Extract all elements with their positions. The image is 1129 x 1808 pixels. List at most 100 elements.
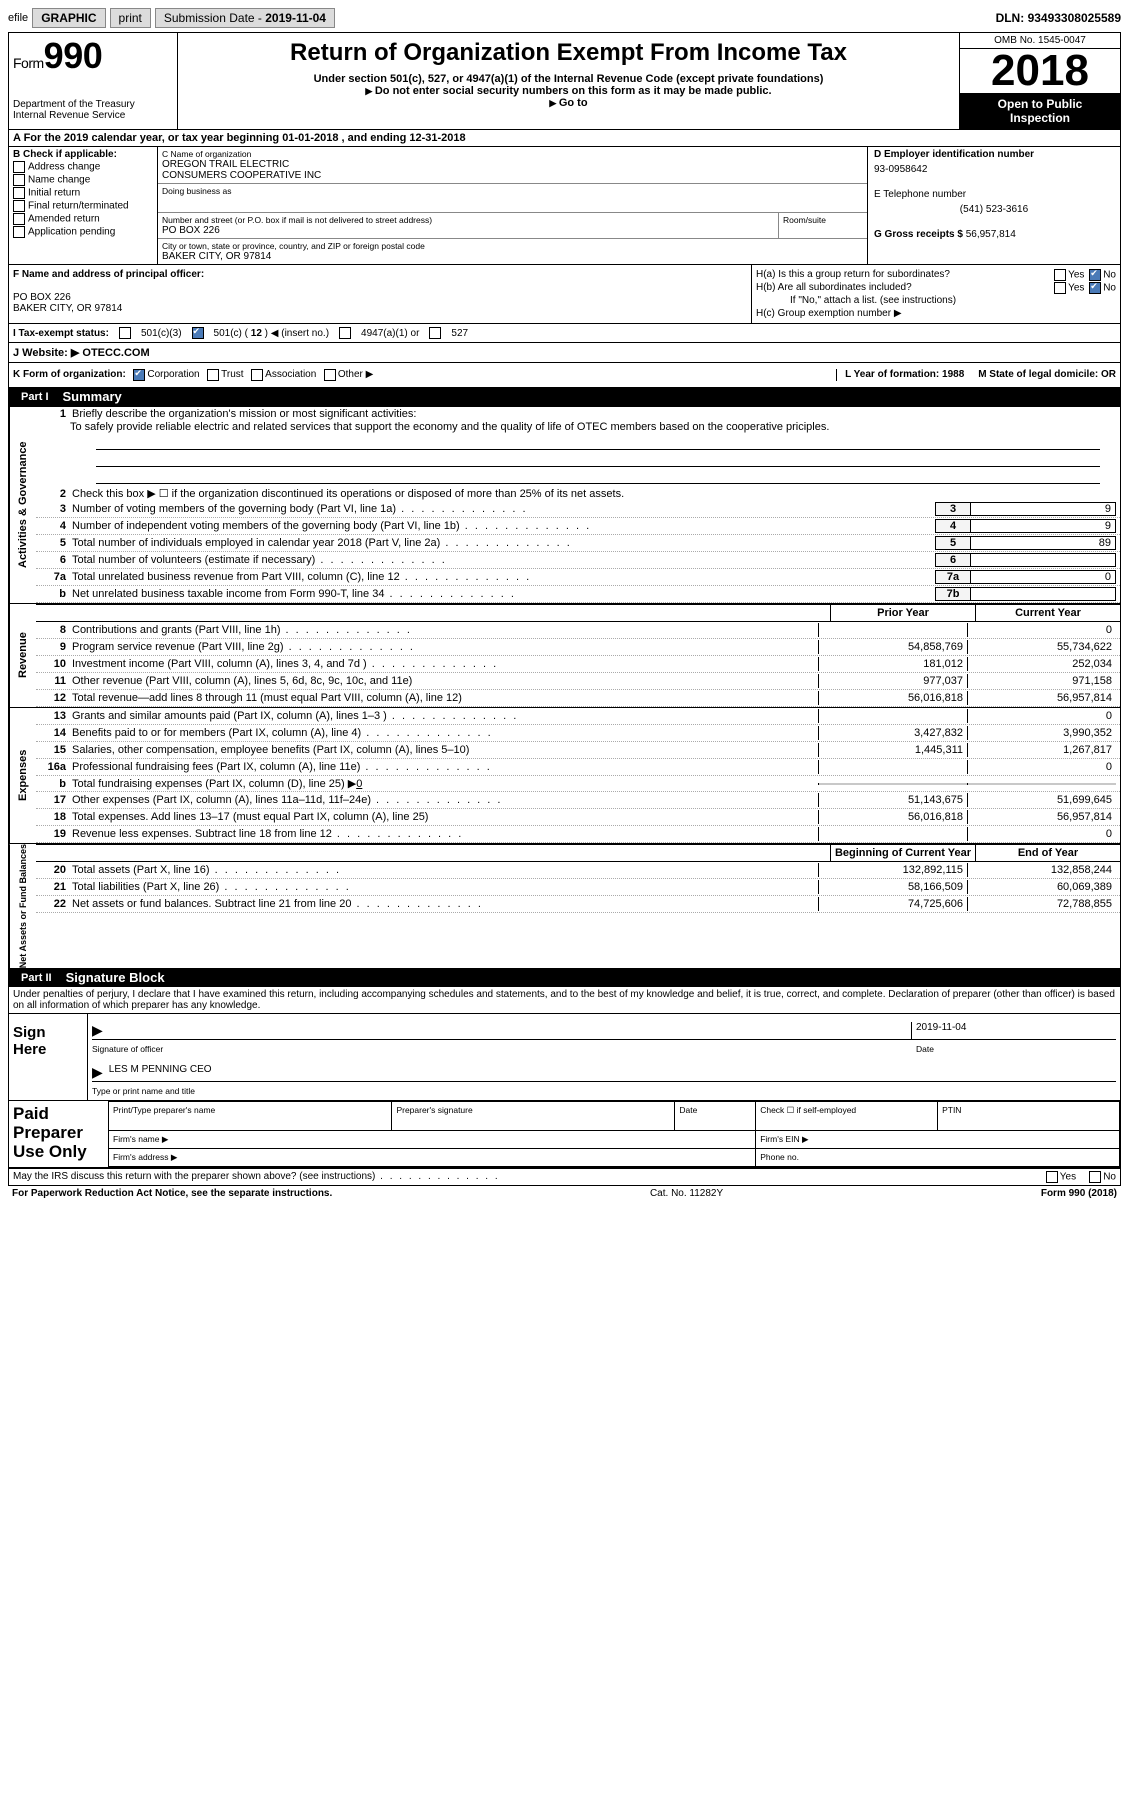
sig-date-val: 2019-11-04: [911, 1022, 1116, 1039]
paid-preparer: Paid Preparer Use Only Print/Type prepar…: [9, 1101, 1120, 1168]
chk-501c[interactable]: [192, 327, 204, 339]
discuss-no-label: No: [1103, 1172, 1116, 1183]
open-line2: Inspection: [964, 111, 1116, 125]
discuss-no[interactable]: [1089, 1171, 1101, 1183]
chk-address-change[interactable]: Address change: [13, 161, 153, 173]
row-f-h: F Name and address of principal officer:…: [9, 265, 1120, 324]
gross-receipts: G Gross receipts $ 56,957,814: [874, 229, 1114, 240]
submission-date-label: Submission Date -: [164, 11, 265, 25]
ein-value: 93-0958642: [874, 164, 1114, 175]
org-name-2: CONSUMERS COOPERATIVE INC: [162, 170, 863, 181]
chk-label: Amended return: [28, 214, 100, 225]
form-word: Form: [13, 55, 44, 71]
line14: Benefits paid to or for members (Part IX…: [72, 727, 818, 739]
line5: Total number of individuals employed in …: [72, 537, 935, 549]
tax-4947: 4947(a)(1) or: [361, 328, 419, 339]
open-public: Open to Public Inspection: [960, 93, 1120, 129]
penalty-statement: Under penalties of perjury, I declare th…: [9, 987, 1120, 1013]
l16bc-shaded: [967, 783, 1116, 785]
l9p: 54,858,769: [818, 640, 967, 654]
form-title: Return of Organization Exempt From Incom…: [184, 39, 953, 67]
officer-name-label: Type or print name and title: [92, 1086, 1116, 1096]
chk-initial-return[interactable]: Initial return: [13, 187, 153, 199]
no: No: [1103, 283, 1116, 294]
print-button[interactable]: print: [110, 8, 151, 28]
page-footer: For Paperwork Reduction Act Notice, see …: [8, 1186, 1121, 1201]
blank-line: [96, 435, 1100, 450]
o2post: ) ◀ (insert no.): [262, 328, 329, 339]
line7a-val: 0: [971, 570, 1116, 584]
vtab-activities: Activities & Governance: [9, 407, 36, 603]
prep-sig-lbl: Preparer's signature: [396, 1105, 472, 1115]
part-i-title: Summary: [63, 389, 122, 404]
line6-val: [971, 553, 1116, 567]
part-ii-header: Part II Signature Block: [9, 968, 1120, 987]
l17c: 51,699,645: [967, 793, 1116, 807]
l10p: 181,012: [818, 657, 967, 671]
phone-label: E Telephone number: [874, 189, 1114, 200]
chk-501c3[interactable]: [119, 327, 131, 339]
line10: Investment income (Part VIII, column (A)…: [72, 658, 818, 670]
subtitle-3: Go to: [184, 97, 953, 109]
prep-date-lbl: Date: [679, 1105, 697, 1115]
line20: Total assets (Part X, line 16): [72, 864, 818, 876]
city-label: City or town, state or province, country…: [162, 241, 863, 251]
chk-4947[interactable]: [339, 327, 351, 339]
l11c: 971,158: [967, 674, 1116, 688]
chk-association[interactable]: [251, 369, 263, 381]
l16b-val: 0: [356, 778, 362, 790]
line4: Number of independent voting members of …: [72, 520, 935, 532]
chk-527[interactable]: [429, 327, 441, 339]
officer-addr1: PO BOX 226: [13, 292, 747, 303]
line2: Check this box ▶ ☐ if the organization d…: [72, 487, 1116, 500]
line7a: Total unrelated business revenue from Pa…: [72, 571, 935, 583]
line3-val: 9: [971, 502, 1116, 516]
line22: Net assets or fund balances. Subtract li…: [72, 898, 818, 910]
chk-amended[interactable]: Amended return: [13, 213, 153, 225]
line13: Grants and similar amounts paid (Part IX…: [72, 710, 818, 722]
chk-app-pending[interactable]: Application pending: [13, 226, 153, 238]
form-num: 990: [44, 35, 103, 76]
l18p: 56,016,818: [818, 810, 967, 824]
graphic-button[interactable]: GRAPHIC: [32, 8, 105, 28]
ha-text: H(a) Is this a group return for subordin…: [756, 269, 950, 280]
subtitle-2: Do not enter social security numbers on …: [184, 85, 953, 97]
top-bar: efile GRAPHIC print Submission Date - 20…: [8, 8, 1121, 28]
line4-val: 9: [971, 519, 1116, 533]
line7b: Net unrelated business taxable income fr…: [72, 588, 935, 600]
chk-other[interactable]: [324, 369, 336, 381]
part-ii-title: Signature Block: [66, 970, 165, 985]
dept-treasury: Department of the Treasury: [13, 99, 173, 110]
line11: Other revenue (Part VIII, column (A), li…: [72, 675, 818, 687]
line15: Salaries, other compensation, employee b…: [72, 744, 818, 756]
h-b: H(b) Are all subordinates included? Yes …: [756, 282, 1116, 293]
org-name-1: OREGON TRAIL ELECTRIC: [162, 159, 863, 170]
line21: Total liabilities (Part X, line 26): [72, 881, 818, 893]
state-domicile: M State of legal domicile: OR: [978, 369, 1116, 380]
l10c: 252,034: [967, 657, 1116, 671]
discuss-yes[interactable]: [1046, 1171, 1058, 1183]
l8c: 0: [967, 623, 1116, 637]
tax-year: 2018: [960, 49, 1120, 93]
row-i-tax-status: I Tax-exempt status: 501(c)(3) 501(c) ( …: [9, 324, 1120, 343]
col-headers-net: Beginning of Current Year End of Year: [36, 844, 1120, 862]
prep-name-lbl: Print/Type preparer's name: [113, 1105, 215, 1115]
part-i-label: Part I: [15, 391, 55, 403]
firm-ein-lbl: Firm's EIN ▶: [760, 1134, 808, 1144]
gross-value: 56,957,814: [966, 229, 1016, 240]
gross-label: G Gross receipts $: [874, 229, 966, 240]
goto-pre: Go to: [559, 97, 588, 109]
part-ii-label: Part II: [15, 972, 58, 984]
line12: Total revenue—add lines 8 through 11 (mu…: [72, 692, 818, 704]
open-line1: Open to Public: [964, 97, 1116, 111]
header-right: OMB No. 1545-0047 2018 Open to Public In…: [959, 33, 1120, 129]
chk-label: Address change: [28, 162, 100, 173]
website-label: J Website: ▶: [13, 347, 82, 359]
principal-officer: F Name and address of principal officer:…: [9, 265, 751, 323]
prep-ptin: PTIN: [942, 1105, 961, 1115]
chk-name-change[interactable]: Name change: [13, 174, 153, 186]
chk-final-return[interactable]: Final return/terminated: [13, 200, 153, 212]
chk-trust[interactable]: [207, 369, 219, 381]
chk-corporation[interactable]: [133, 369, 145, 381]
hdr-current: Current Year: [975, 605, 1120, 621]
